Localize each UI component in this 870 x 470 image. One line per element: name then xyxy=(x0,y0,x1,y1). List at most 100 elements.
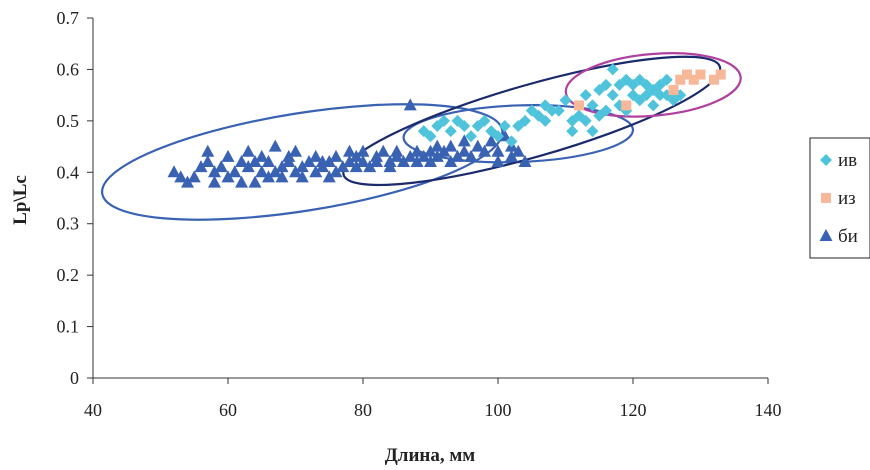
data-point xyxy=(309,165,323,178)
data-point xyxy=(228,165,242,178)
data-point xyxy=(221,170,235,183)
x-tick-label: 80 xyxy=(354,400,372,420)
data-point xyxy=(295,160,309,173)
data-point xyxy=(682,69,692,80)
data-point xyxy=(579,114,592,127)
data-point xyxy=(444,139,458,152)
data-point xyxy=(208,175,221,188)
data-point xyxy=(586,99,599,112)
data-point xyxy=(498,120,511,132)
data-point xyxy=(268,165,282,178)
data-point xyxy=(241,160,255,173)
data-point xyxy=(248,155,262,167)
data-point xyxy=(349,160,363,173)
data-point xyxy=(491,144,505,157)
data-point xyxy=(458,120,471,132)
data-point xyxy=(579,89,592,102)
data-point xyxy=(438,114,450,127)
y-tick-label: 0.6 xyxy=(57,59,80,79)
data-point xyxy=(255,149,269,162)
data-point xyxy=(221,149,235,162)
data-point xyxy=(174,170,188,183)
data-point xyxy=(600,104,612,117)
data-point xyxy=(606,89,619,102)
data-point xyxy=(505,149,518,162)
data-point xyxy=(492,130,504,143)
data-point xyxy=(302,155,316,167)
data-point xyxy=(600,78,612,91)
data-point xyxy=(262,155,275,167)
y-tick-label: 0.7 xyxy=(57,8,80,28)
data-point xyxy=(390,144,404,157)
data-point xyxy=(370,155,383,167)
data-point xyxy=(491,155,505,167)
data-point xyxy=(417,149,431,162)
data-point xyxy=(235,155,248,167)
data-point xyxy=(695,69,706,80)
data-point xyxy=(248,175,262,188)
data-point xyxy=(403,149,417,162)
data-point xyxy=(343,144,356,157)
y-tick-label: 0.5 xyxy=(57,111,80,131)
data-point xyxy=(586,125,599,138)
legend-label: ив xyxy=(838,150,857,171)
data-point xyxy=(214,160,228,173)
data-point xyxy=(566,125,579,138)
data-point xyxy=(201,155,215,167)
data-point xyxy=(647,99,660,112)
data-point xyxy=(336,160,350,173)
data-point xyxy=(349,149,363,162)
data-point xyxy=(715,69,726,80)
data-point xyxy=(356,155,370,167)
data-point xyxy=(397,155,410,167)
x-axis-label: Длина, мм xyxy=(385,445,476,466)
axes: 0 0.1 0.2 0.3 0.4 0.5 0.6 0.7 40 60 80 100 120 140 xyxy=(57,8,782,420)
data-point xyxy=(282,155,296,167)
series-square xyxy=(574,69,726,111)
data-point xyxy=(660,73,673,86)
data-point xyxy=(654,89,666,102)
data-point xyxy=(376,144,390,157)
legend-label: би xyxy=(838,226,858,247)
data-point xyxy=(430,149,444,162)
x-tick-label: 60 xyxy=(219,400,237,420)
data-point xyxy=(559,94,572,107)
data-point xyxy=(309,149,323,162)
series-diamond xyxy=(417,63,687,148)
data-point xyxy=(546,104,558,117)
data-point xyxy=(295,170,309,183)
data-point xyxy=(484,134,498,147)
cluster-ellipse xyxy=(100,103,504,221)
data-point xyxy=(478,114,491,127)
legend-label: из xyxy=(838,188,856,209)
data-point xyxy=(322,155,336,167)
y-tick-label: 0.4 xyxy=(57,162,80,182)
data-point xyxy=(410,155,424,167)
data-point xyxy=(709,74,719,85)
data-point xyxy=(511,144,525,157)
data-point xyxy=(262,170,275,183)
legend-marker-triangle xyxy=(819,229,833,241)
legend-box xyxy=(809,137,870,259)
y-tick-label: 0.2 xyxy=(57,265,80,285)
x-tick-label: 140 xyxy=(755,400,782,420)
data-point xyxy=(410,144,424,157)
data-point xyxy=(464,149,478,162)
data-point xyxy=(457,144,471,157)
data-point xyxy=(343,155,356,167)
x-tick-label: 40 xyxy=(84,400,102,420)
data-point xyxy=(241,144,255,157)
data-point xyxy=(167,165,181,178)
data-point xyxy=(383,160,397,173)
data-point xyxy=(289,144,302,157)
data-point xyxy=(424,144,437,157)
data-point xyxy=(606,63,619,76)
data-point xyxy=(478,144,491,157)
data-point xyxy=(194,160,208,173)
data-point xyxy=(201,144,215,157)
data-point xyxy=(688,74,699,85)
legend-marker-diamond xyxy=(820,154,832,166)
data-point xyxy=(437,144,451,157)
data-point xyxy=(457,134,471,147)
